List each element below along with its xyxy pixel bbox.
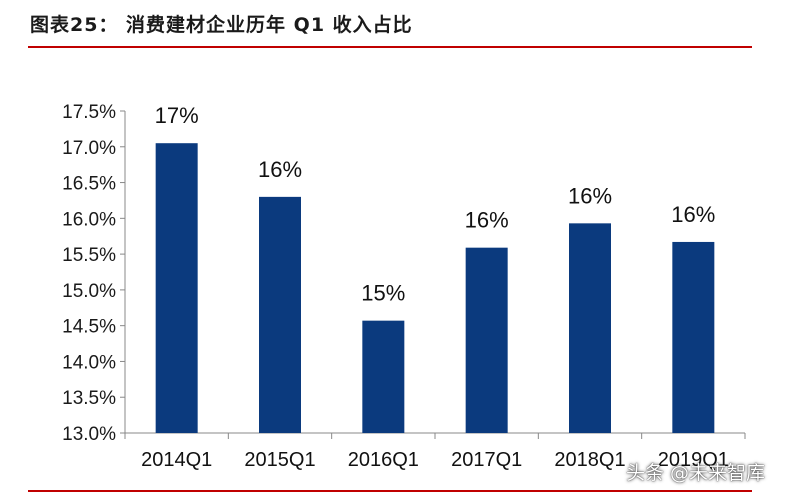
x-tick-label-2016Q1: 2016Q1 (348, 449, 419, 471)
y-tick-label: 15.5% (62, 245, 116, 266)
bar-2015Q1 (259, 196, 301, 433)
bar-2019Q1 (672, 241, 715, 433)
y-tick-label: 16.0% (62, 209, 116, 230)
x-tick-label-2017Q1: 2017Q1 (451, 449, 522, 471)
y-tick-label: 13.5% (62, 388, 116, 409)
data-label-2016Q1: 15% (361, 281, 405, 306)
x-tick-label-2018Q1: 2018Q1 (554, 449, 625, 471)
x-tick-label-2014Q1: 2014Q1 (141, 449, 212, 471)
bar-2016Q1 (362, 320, 405, 433)
bottom-divider (28, 490, 752, 492)
figure-title: 图表25： 消费建材企业历年 Q1 收入占比 (30, 14, 413, 36)
x-tick-label-2019Q1: 2019Q1 (658, 449, 729, 471)
watermark: 头条 @未来智库 (626, 462, 766, 484)
y-tick-label: 17.5% (62, 102, 116, 123)
bar-2017Q1 (465, 247, 508, 433)
bar-2014Q1 (155, 143, 198, 433)
bar-2018Q1 (569, 223, 611, 433)
top-divider (28, 46, 752, 48)
figure-header: 图表25： 消费建材企业历年 Q1 收入占比 (0, 0, 802, 40)
y-tick-label: 13.0% (62, 424, 116, 445)
x-tick-label-2015Q1: 2015Q1 (244, 449, 315, 471)
y-tick-label: 15.0% (62, 281, 116, 302)
y-tick-label: 16.5% (62, 174, 116, 195)
y-tick-label: 17.0% (62, 138, 116, 159)
data-label-2015Q1: 16% (258, 157, 302, 182)
data-label-2018Q1: 16% (568, 183, 612, 208)
data-label-2014Q1: 17% (155, 103, 199, 128)
y-tick-label: 14.5% (62, 317, 116, 338)
data-label-2017Q1: 16% (465, 208, 509, 233)
data-label-2019Q1: 16% (671, 202, 715, 227)
y-tick-label: 14.0% (62, 352, 116, 373)
